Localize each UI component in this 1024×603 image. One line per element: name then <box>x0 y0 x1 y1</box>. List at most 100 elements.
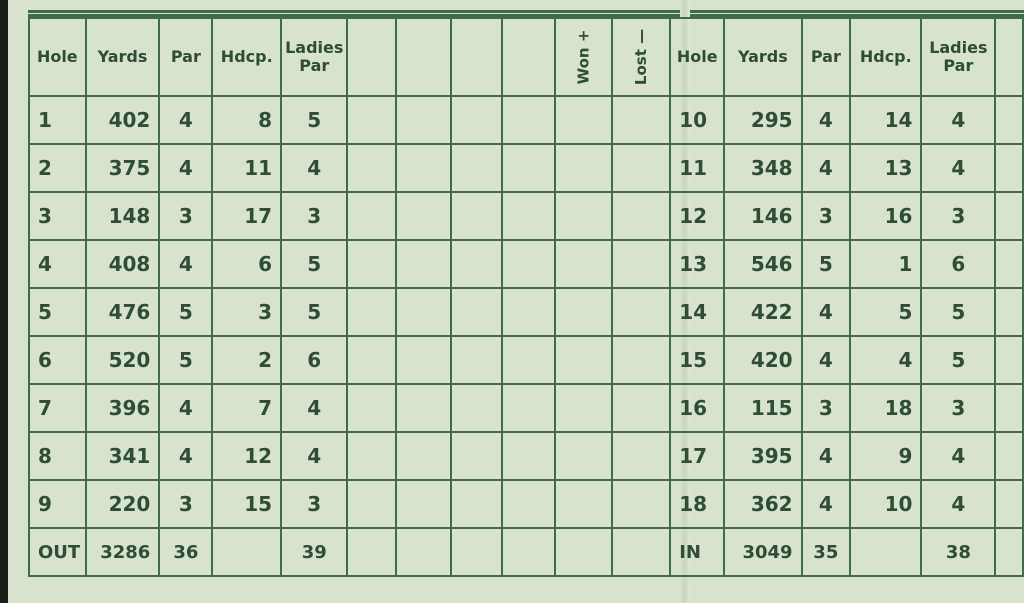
score-cell[interactable] <box>450 95 503 145</box>
table-row: 5 476 5 3 5 14 422 4 5 5 <box>28 287 1024 337</box>
par: 4 <box>800 431 852 481</box>
won-cell[interactable] <box>554 479 614 529</box>
lost-cell[interactable] <box>611 527 672 577</box>
won-cell[interactable] <box>554 191 614 241</box>
won-cell[interactable] <box>554 431 614 481</box>
score-cell[interactable] <box>500 239 557 289</box>
score-cell[interactable] <box>500 479 557 529</box>
lost-cell[interactable] <box>611 383 672 433</box>
score-cell[interactable] <box>395 335 453 385</box>
score-cell[interactable] <box>395 479 453 529</box>
score-cell[interactable] <box>346 335 398 385</box>
score-cell[interactable] <box>346 143 398 193</box>
score-cell[interactable] <box>395 143 453 193</box>
par: 5 <box>800 239 852 289</box>
score-cell[interactable] <box>346 527 398 577</box>
score-cell[interactable] <box>395 527 453 577</box>
score-cell[interactable] <box>450 431 503 481</box>
lost-cell[interactable] <box>611 143 672 193</box>
score-cell[interactable] <box>500 383 557 433</box>
score-cell[interactable] <box>395 239 453 289</box>
table-row: 2 375 4 11 4 11 348 4 13 4 <box>28 143 1024 193</box>
score-cell[interactable] <box>500 287 557 337</box>
handicap: 10 <box>849 479 923 529</box>
totals-row: OUT 3286 36 39 IN 3049 35 38 <box>28 527 1024 577</box>
hole-number: 11 <box>669 143 726 193</box>
score-cell[interactable] <box>450 479 503 529</box>
score-cell[interactable] <box>450 287 503 337</box>
score-cell[interactable] <box>500 527 557 577</box>
score-cell[interactable] <box>395 191 453 241</box>
ladies-par: 4 <box>280 431 349 481</box>
hole-number: 7 <box>28 383 87 433</box>
score-cell[interactable] <box>500 431 557 481</box>
ladies-par: 5 <box>920 287 997 337</box>
score-cell[interactable] <box>346 95 398 145</box>
hole-number: 18 <box>669 479 726 529</box>
score-cell[interactable] <box>346 383 398 433</box>
score-cell[interactable] <box>346 239 398 289</box>
score-cell[interactable] <box>500 335 557 385</box>
won-cell[interactable] <box>554 95 614 145</box>
ladies-par: 38 <box>920 527 997 577</box>
score-cell[interactable] <box>450 335 503 385</box>
table-row: 4 408 4 6 5 13 546 5 1 6 <box>28 239 1024 289</box>
hole-number: OUT <box>28 527 87 577</box>
player-column <box>395 17 453 97</box>
won-cell[interactable] <box>554 239 614 289</box>
lost-cell[interactable] <box>611 479 672 529</box>
hole-number: 3 <box>28 191 87 241</box>
par: 4 <box>158 239 214 289</box>
score-cell[interactable] <box>450 383 503 433</box>
score-cell[interactable] <box>395 95 453 145</box>
score-cell[interactable] <box>346 479 398 529</box>
score-cell[interactable] <box>395 287 453 337</box>
ladies-par: 5 <box>920 335 997 385</box>
score-cell[interactable] <box>346 191 398 241</box>
edge-cell <box>994 287 1024 337</box>
lost-cell[interactable] <box>611 335 672 385</box>
lost-cell[interactable] <box>611 95 672 145</box>
score-cell[interactable] <box>346 287 398 337</box>
score-cell[interactable] <box>500 191 557 241</box>
score-cell[interactable] <box>450 527 503 577</box>
hole-number: 9 <box>28 479 87 529</box>
won-cell[interactable] <box>554 143 614 193</box>
ladies-par: 4 <box>920 479 997 529</box>
won-cell[interactable] <box>554 383 614 433</box>
handicap: 6 <box>211 239 283 289</box>
lost-cell[interactable] <box>611 191 672 241</box>
yards: 220 <box>84 479 161 529</box>
handicap: 4 <box>849 335 923 385</box>
score-cell[interactable] <box>450 239 503 289</box>
yards: 146 <box>723 191 803 241</box>
lost-cell[interactable] <box>611 431 672 481</box>
handicap: 16 <box>849 191 923 241</box>
ladies-par: 5 <box>280 287 349 337</box>
score-cell[interactable] <box>395 431 453 481</box>
score-cell[interactable] <box>500 95 557 145</box>
lost-cell[interactable] <box>611 239 672 289</box>
table-row: 7 396 4 7 4 16 115 3 18 3 <box>28 383 1024 433</box>
score-cell[interactable] <box>500 143 557 193</box>
lost-cell[interactable] <box>611 287 672 337</box>
won-cell[interactable] <box>554 335 614 385</box>
won-cell[interactable] <box>554 287 614 337</box>
top-rule <box>28 10 1024 13</box>
header-won: Won + <box>554 17 614 97</box>
header-par: Par <box>158 17 214 97</box>
par: 5 <box>158 335 214 385</box>
handicap: 2 <box>211 335 283 385</box>
won-cell[interactable] <box>554 527 614 577</box>
score-cell[interactable] <box>450 143 503 193</box>
score-cell[interactable] <box>346 431 398 481</box>
yards: 148 <box>84 191 161 241</box>
player-column <box>500 17 557 97</box>
par: 4 <box>158 143 214 193</box>
score-cell[interactable] <box>395 383 453 433</box>
score-cell[interactable] <box>450 191 503 241</box>
ladies-par: 4 <box>280 143 349 193</box>
hole-number: 13 <box>669 239 726 289</box>
handicap: 8 <box>211 95 283 145</box>
par: 4 <box>158 431 214 481</box>
